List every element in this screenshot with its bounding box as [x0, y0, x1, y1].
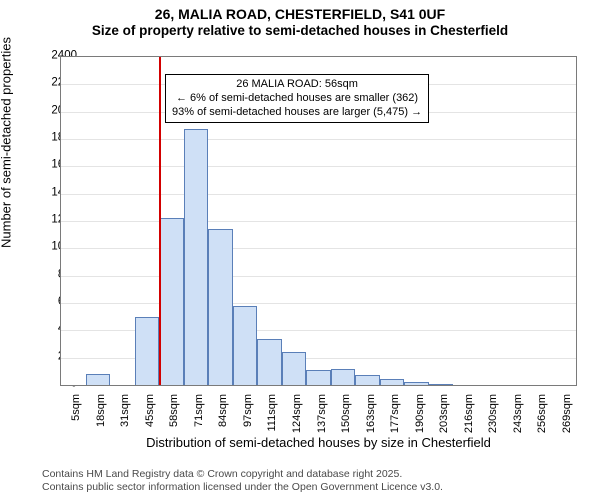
footer-attribution: Contains HM Land Registry data © Crown c…: [42, 468, 443, 494]
y-axis-label: Number of semi-detached properties: [0, 37, 14, 248]
reference-line: [159, 57, 161, 385]
histogram-bar: [282, 352, 307, 385]
chart-title-line1: 26, MALIA ROAD, CHESTERFIELD, S41 0UF: [0, 6, 600, 22]
histogram-bar: [355, 375, 380, 385]
histogram-bar: [135, 317, 160, 385]
histogram-bar: [233, 306, 258, 385]
x-axis-label: Distribution of semi-detached houses by …: [60, 435, 577, 450]
histogram-bar: [159, 218, 184, 385]
histogram-bar: [429, 384, 454, 385]
histogram-bar: [404, 382, 429, 385]
annotation-line2: ← 6% of semi-detached houses are smaller…: [172, 92, 422, 106]
histogram-bar: [257, 339, 282, 385]
histogram-bar: [380, 379, 405, 385]
annotation-line3: 93% of semi-detached houses are larger (…: [172, 106, 422, 120]
chart-title-line2: Size of property relative to semi-detach…: [0, 23, 600, 38]
histogram-bar: [306, 370, 331, 385]
chart-title-block: 26, MALIA ROAD, CHESTERFIELD, S41 0UF Si…: [0, 0, 600, 38]
histogram-bar: [184, 129, 209, 385]
annotation-box: 26 MALIA ROAD: 56sqm ← 6% of semi-detach…: [165, 74, 429, 123]
footer-line1: Contains HM Land Registry data © Crown c…: [42, 468, 443, 481]
footer-line2: Contains public sector information licen…: [42, 481, 443, 494]
histogram-bar: [208, 229, 233, 385]
histogram-bar: [86, 374, 111, 385]
annotation-line1: 26 MALIA ROAD: 56sqm: [172, 78, 422, 92]
chart-container: Number of semi-detached properties 02004…: [0, 48, 600, 448]
histogram-bar: [331, 369, 356, 385]
plot-area: 26 MALIA ROAD: 56sqm ← 6% of semi-detach…: [60, 56, 577, 386]
